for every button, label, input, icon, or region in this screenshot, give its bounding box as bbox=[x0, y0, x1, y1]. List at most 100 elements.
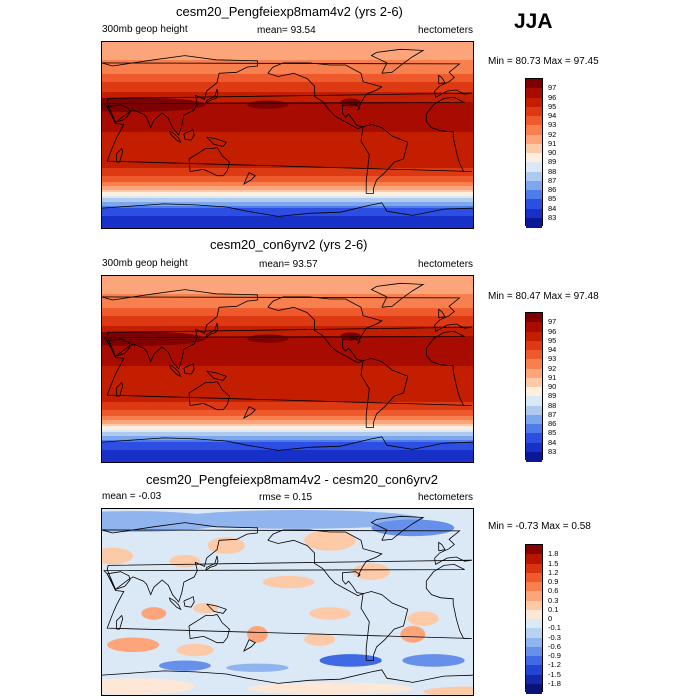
panel2-band bbox=[102, 306, 473, 309]
panel1-minmax: Min = 80.73 Max = 97.45 bbox=[488, 56, 599, 67]
panel1-band bbox=[102, 150, 473, 153]
panel2-coastline bbox=[370, 282, 425, 308]
panel2-band bbox=[102, 366, 473, 369]
panel2-colorbar-box bbox=[526, 322, 542, 332]
panel1-colorbar-label: 95 bbox=[548, 101, 557, 111]
panel2-colorbar-label: 94 bbox=[548, 345, 557, 354]
panel1-band bbox=[102, 92, 473, 95]
panel1-band bbox=[102, 74, 473, 77]
season-label: JJA bbox=[514, 10, 553, 33]
panel3-colorbar-box bbox=[526, 554, 542, 564]
panel2-band bbox=[102, 324, 473, 327]
panel3-colorbar-label: 0.3 bbox=[548, 595, 559, 605]
panel1-band bbox=[102, 52, 473, 55]
panel1-variable-label: 300mb geop height bbox=[102, 24, 188, 35]
panel2-band bbox=[102, 292, 473, 295]
panel2-band bbox=[102, 420, 473, 423]
panel3-units-label: hectometers bbox=[418, 492, 474, 503]
panel3-colorbar-box bbox=[526, 628, 542, 638]
panel1-colorbar-label: 97 bbox=[548, 83, 557, 93]
panel1-band bbox=[102, 220, 473, 223]
panel1-band bbox=[102, 142, 473, 145]
panel2-band bbox=[102, 450, 473, 453]
panel3-colorbar-label: -1.5 bbox=[548, 669, 561, 679]
panel3-anomaly bbox=[423, 686, 473, 695]
panel2-colorbar-label: 93 bbox=[548, 354, 557, 364]
panel2-band bbox=[102, 352, 473, 355]
panel2-band bbox=[102, 408, 473, 411]
panel2-band bbox=[102, 370, 473, 373]
panel2-colorbar-box bbox=[526, 313, 542, 323]
panel1-colorbar-box bbox=[526, 153, 542, 163]
panel1-band bbox=[102, 48, 473, 51]
panel2-band bbox=[102, 298, 473, 301]
panel1-colorbar-box bbox=[526, 180, 542, 191]
panel2-minmax: Min = 80.47 Max = 97.48 bbox=[488, 291, 599, 302]
panel1-coastline bbox=[106, 104, 131, 123]
panel3-anomaly bbox=[352, 563, 391, 581]
panel2-band bbox=[102, 290, 473, 293]
panel3-minmax: Min = -0.73 Max = 0.58 bbox=[488, 521, 591, 532]
panel3-anomaly bbox=[102, 547, 134, 565]
panel3-colorbar-box bbox=[526, 600, 542, 611]
panel1-band bbox=[102, 82, 473, 85]
panel2-band bbox=[102, 438, 473, 441]
panel2-band bbox=[102, 328, 473, 331]
panel1-band bbox=[102, 146, 473, 149]
panel2-band bbox=[102, 454, 473, 457]
panel3-colorbar-label: 1.2 bbox=[548, 567, 559, 577]
panel2-band bbox=[102, 456, 473, 459]
panel3-mean-label: mean = -0.03 bbox=[102, 491, 162, 502]
panel1-band bbox=[102, 118, 473, 121]
panel1-colorbar-box bbox=[526, 116, 542, 126]
panel1-coastline bbox=[267, 62, 383, 130]
panel1-colorbar-label: 83 bbox=[548, 212, 557, 222]
panel1-colorbar-label: 89 bbox=[548, 157, 557, 167]
panel1-band bbox=[102, 200, 473, 203]
panel1-colorbar-box bbox=[526, 134, 542, 145]
panel1-colorbar-box bbox=[526, 79, 542, 89]
panel1-colorbar-label: 92 bbox=[548, 129, 557, 139]
panel2-band bbox=[102, 400, 473, 403]
panel2-band bbox=[102, 386, 473, 389]
panel2-band bbox=[102, 416, 473, 419]
panel1-band bbox=[102, 100, 473, 103]
panel1-colorbar-box bbox=[526, 106, 542, 117]
panel1-band bbox=[102, 176, 473, 179]
panel2-colorbar-label: 95 bbox=[548, 335, 557, 345]
panel2-band bbox=[102, 348, 473, 351]
panel2-band bbox=[102, 288, 473, 291]
panel1-coastline bbox=[206, 136, 227, 147]
panel2-colorbar-box bbox=[526, 396, 542, 406]
panel1-band bbox=[102, 110, 473, 113]
panel1-band bbox=[102, 174, 473, 177]
panel1-band bbox=[102, 132, 473, 135]
panel3-coastline bbox=[267, 529, 383, 597]
panel2-map bbox=[101, 275, 474, 463]
panel1-colorbar-box bbox=[526, 171, 542, 182]
panel1-band bbox=[102, 212, 473, 215]
panel1-map bbox=[101, 41, 474, 229]
panel2-coastline bbox=[438, 308, 446, 319]
panel1-colorbar-label: 96 bbox=[548, 92, 557, 102]
panel2-band bbox=[102, 436, 473, 439]
panel3-colorbar-label: -1.8 bbox=[548, 678, 561, 688]
panel3-coastline bbox=[438, 541, 446, 552]
panel1-high-core bbox=[247, 100, 289, 109]
panel1-band bbox=[102, 164, 473, 167]
panel2-colorbar-box bbox=[526, 331, 542, 342]
panel1-band bbox=[102, 60, 473, 63]
panel3-title: cesm20_Pengfeiexp8mam4v2 - cesm20_con6yr… bbox=[146, 472, 438, 487]
panel1-title: cesm20_Pengfeiexp8mam4v2 (yrs 2-6) bbox=[176, 4, 403, 19]
panel2-colorbar-box bbox=[526, 405, 542, 416]
panel1-band bbox=[102, 70, 473, 73]
panel3-anomaly bbox=[107, 637, 159, 653]
panel1-band bbox=[102, 68, 473, 71]
panel2-colorbar-box bbox=[526, 350, 542, 360]
panel1-band bbox=[102, 58, 473, 61]
panel3-colorbar-label: 0 bbox=[548, 614, 553, 623]
panel3-anomaly bbox=[226, 663, 289, 672]
panel1-band bbox=[102, 148, 473, 151]
panel3-anomaly bbox=[304, 633, 336, 646]
panel1-band bbox=[102, 56, 473, 59]
